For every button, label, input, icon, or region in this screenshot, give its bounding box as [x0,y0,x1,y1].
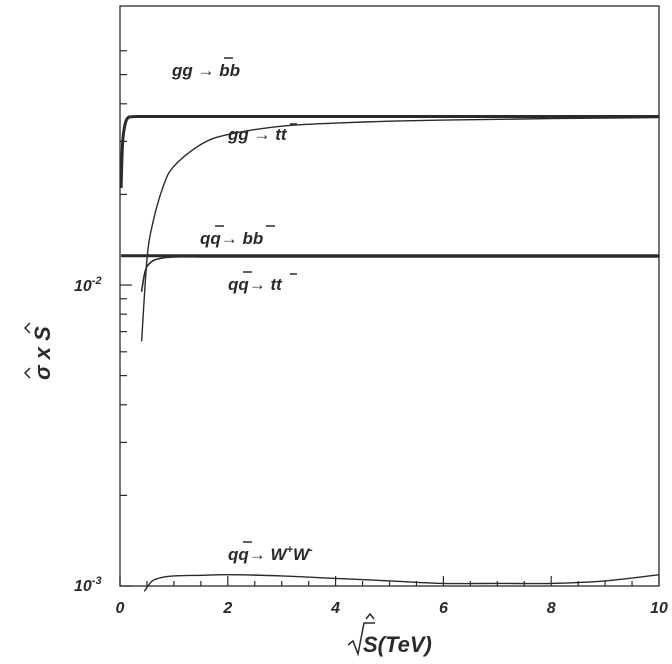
series-label-qq-tt: qq→ tt [228,275,283,294]
y-title-hat-s [23,322,31,334]
sqrt-sign [347,622,375,657]
x-title-hat [365,612,375,620]
x-tick-label-0: 0 [116,600,125,617]
series-line-4 [140,256,659,292]
y-title-hat-sigma [23,367,31,379]
x-tick-label-2: 2 [222,600,232,617]
series-label-qq-ww: qq→ W+W- [228,544,313,564]
x-axis-title: S(TeV) [347,612,432,657]
x-tick-label-10: 10 [650,600,668,617]
x-axis-ticks: 0 2 4 6 8 10 [116,576,668,617]
plot-frame [119,5,660,587]
y-axis-title: σ x S [23,322,55,380]
x-tick-label-8: 8 [547,600,556,617]
plot-area-border [119,5,660,587]
series-label-gg-bb: gg → bb [171,61,240,80]
series-line-2 [140,116,660,342]
series-line-5 [143,573,660,592]
series-label-qq-bb: qq→ bb [200,229,263,248]
series-label-gg-tt: gg → tt [227,125,288,144]
svg-text:S(TeV): S(TeV) [363,632,432,657]
y-tick-label-1e-3: 10-3 [74,575,102,595]
y-axis-ticks [120,50,132,587]
svg-text:σ x S: σ x S [30,326,55,380]
series-line-1 [119,114,659,189]
series-lines [119,114,660,592]
x-tick-label-6: 6 [439,600,448,617]
y-tick-label-1e-2: 10-2 [74,275,102,295]
x-tick-label-4: 4 [330,600,340,617]
